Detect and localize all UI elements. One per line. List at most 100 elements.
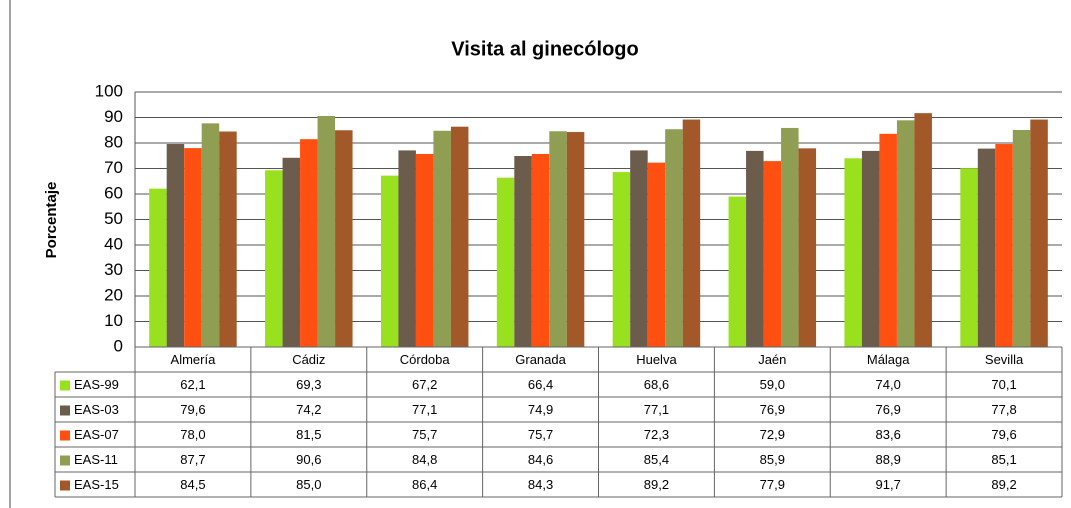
table-value: 62,1 bbox=[180, 377, 205, 392]
bar bbox=[896, 120, 915, 348]
table-value: 70,1 bbox=[991, 377, 1016, 392]
table-value: 79,6 bbox=[180, 402, 205, 417]
table-value: 77,1 bbox=[644, 402, 669, 417]
table-value: 77,1 bbox=[412, 402, 437, 417]
y-tick-label: 90 bbox=[104, 107, 123, 126]
legend-swatch bbox=[60, 430, 70, 441]
table-value: 81,5 bbox=[296, 427, 321, 442]
table-value: 75,7 bbox=[528, 427, 553, 442]
table-value: 83,6 bbox=[876, 427, 901, 442]
x-tick-label: Málaga bbox=[867, 352, 910, 367]
bar bbox=[844, 158, 862, 347]
bar bbox=[746, 150, 764, 347]
table-value: 90,6 bbox=[296, 452, 321, 467]
x-tick-label: Córdoba bbox=[400, 352, 451, 367]
bar bbox=[265, 170, 283, 347]
table-value: 85,4 bbox=[644, 452, 669, 467]
y-tick-label: 40 bbox=[104, 234, 123, 253]
bar bbox=[380, 175, 399, 347]
table-value: 74,9 bbox=[528, 402, 553, 417]
bar bbox=[433, 130, 451, 347]
y-tick-label: 80 bbox=[104, 132, 123, 151]
bar bbox=[149, 188, 167, 347]
bar bbox=[763, 161, 782, 347]
bar bbox=[300, 139, 318, 347]
legend-swatch bbox=[60, 380, 70, 391]
chart-title: Visita al ginecólogo bbox=[451, 38, 638, 60]
legend-label: EAS-99 bbox=[74, 377, 119, 392]
bar bbox=[781, 127, 799, 347]
table-value: 89,2 bbox=[991, 477, 1016, 492]
table-value: 76,9 bbox=[760, 402, 785, 417]
table-value: 84,3 bbox=[528, 477, 553, 492]
x-tick-label: Almería bbox=[171, 352, 217, 367]
table-value: 59,0 bbox=[760, 377, 785, 392]
y-tick-label: 0 bbox=[114, 336, 123, 355]
bar bbox=[612, 172, 631, 347]
bar bbox=[861, 150, 880, 347]
y-tick-label: 60 bbox=[104, 183, 123, 202]
table-value: 72,3 bbox=[644, 427, 669, 442]
table-value: 85,0 bbox=[296, 477, 321, 492]
bar bbox=[514, 156, 532, 347]
bar bbox=[977, 148, 996, 347]
bar bbox=[335, 130, 353, 347]
bar bbox=[398, 150, 416, 347]
bar bbox=[995, 144, 1013, 347]
legend-swatch bbox=[60, 480, 70, 491]
y-tick-label: 50 bbox=[104, 209, 123, 228]
bar bbox=[914, 113, 932, 347]
bar bbox=[496, 177, 515, 347]
table-value: 77,9 bbox=[760, 477, 785, 492]
x-tick-label: Granada bbox=[515, 352, 566, 367]
table-value: 89,2 bbox=[644, 477, 669, 492]
bar bbox=[647, 162, 666, 347]
table-value: 72,9 bbox=[760, 427, 785, 442]
table-value: 87,7 bbox=[180, 452, 205, 467]
legend-label: EAS-03 bbox=[74, 402, 119, 417]
table-value: 77,8 bbox=[991, 402, 1016, 417]
table-value: 84,5 bbox=[180, 477, 205, 492]
y-tick-label: 100 bbox=[95, 81, 123, 100]
table-value: 78,0 bbox=[180, 427, 205, 442]
bar bbox=[166, 144, 185, 347]
bar bbox=[1030, 119, 1048, 347]
bar bbox=[798, 148, 817, 347]
table-value: 88,9 bbox=[876, 452, 901, 467]
bar bbox=[566, 132, 585, 347]
table-value: 68,6 bbox=[644, 377, 669, 392]
table-value: 86,4 bbox=[412, 477, 437, 492]
table-value: 69,3 bbox=[296, 377, 321, 392]
legend-label: EAS-15 bbox=[74, 477, 119, 492]
table-value: 76,9 bbox=[876, 402, 901, 417]
bar bbox=[630, 150, 648, 347]
legend-swatch bbox=[60, 455, 70, 466]
y-tick-label: 10 bbox=[104, 311, 123, 330]
bar bbox=[682, 119, 701, 347]
table-value: 66,4 bbox=[528, 377, 553, 392]
bar bbox=[960, 168, 978, 347]
x-tick-label: Huelva bbox=[636, 352, 677, 367]
table-value: 85,1 bbox=[991, 452, 1016, 467]
table-value: 74,0 bbox=[876, 377, 901, 392]
y-axis-label: Porcentaje bbox=[43, 182, 60, 259]
table-value: 74,2 bbox=[296, 402, 321, 417]
table-value: 67,2 bbox=[412, 377, 437, 392]
bar bbox=[665, 129, 683, 347]
bar bbox=[879, 133, 897, 347]
table-value: 85,9 bbox=[760, 452, 785, 467]
table-value: 84,6 bbox=[528, 452, 553, 467]
bar bbox=[531, 153, 550, 347]
x-tick-label: Jaén bbox=[758, 352, 786, 367]
legend-label: EAS-11 bbox=[74, 452, 118, 467]
table-value: 79,6 bbox=[991, 427, 1016, 442]
bar bbox=[549, 131, 567, 347]
bar bbox=[317, 115, 336, 347]
bar bbox=[219, 131, 237, 347]
bar bbox=[282, 157, 301, 347]
bar bbox=[184, 148, 202, 347]
legend-label: EAS-07 bbox=[74, 427, 119, 442]
bar bbox=[1012, 129, 1031, 347]
x-tick-label: Sevilla bbox=[985, 352, 1024, 367]
